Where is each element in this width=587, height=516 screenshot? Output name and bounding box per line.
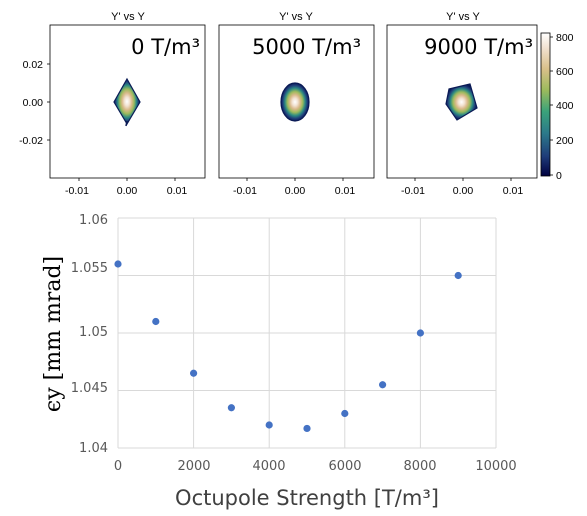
x-tick-label: 8000 — [403, 459, 436, 474]
y-axis-label: ϵy [mm mrad] — [41, 256, 66, 412]
panel-3-x-ticks: -0.01 0.00 0.01 — [401, 178, 523, 197]
panel-1-x-ticks: -0.01 0.00 0.01 — [65, 178, 187, 197]
phase-space-panel-1: Y' vs Y 0 T/m³ 0.02 0.00 -0.02 -0.01 0.0… — [19, 11, 206, 197]
x-axis-label: Octupole Strength [T/m³] — [175, 486, 439, 510]
data-point — [379, 381, 387, 389]
colorbar-tick-label: 400 — [556, 100, 574, 112]
y-tick-label: 1.055 — [71, 261, 108, 276]
y-tick-label: 0.00 — [23, 97, 44, 109]
x-tick-label: 0.01 — [335, 185, 356, 197]
colorbar-tick-label: 200 — [556, 135, 574, 147]
x-tick-label: 0.00 — [117, 185, 138, 197]
x-tick-label: 0.01 — [503, 185, 524, 197]
data-points — [114, 260, 462, 433]
data-point — [114, 260, 122, 268]
x-tick-label: 4000 — [252, 459, 285, 474]
colorbar-tick-label: 800 — [556, 32, 574, 44]
panel-2-beam — [280, 82, 310, 122]
data-point — [265, 421, 273, 429]
x-tick-label: 0.00 — [285, 185, 306, 197]
y-ticks: 1.06 1.055 1.05 1.045 1.04 — [71, 213, 108, 456]
y-tick-label: 1.04 — [79, 441, 108, 456]
y-tick-label: -0.02 — [19, 135, 43, 147]
panel-3-beam — [445, 83, 478, 121]
panel-3-frame — [386, 24, 538, 179]
x-tick-label: -0.01 — [65, 185, 89, 197]
data-point — [341, 409, 349, 418]
data-point — [227, 404, 235, 412]
y-tick-label: 1.05 — [79, 325, 108, 340]
grid — [117, 217, 497, 449]
colorbar: 800 600 400 200 0 — [540, 32, 574, 182]
panel-3-title: Y' vs Y — [446, 11, 480, 23]
data-point — [190, 369, 198, 377]
panel-1-y-ticks: 0.02 0.00 -0.02 — [19, 59, 50, 147]
y-tick-label: 0.02 — [23, 59, 44, 71]
panel-1-title: Y' vs Y — [111, 11, 145, 23]
y-tick-label: 1.06 — [79, 213, 108, 228]
data-point — [303, 424, 311, 433]
panel-2-x-ticks: -0.01 0.00 0.01 — [233, 178, 355, 197]
x-tick-label: -0.01 — [233, 185, 257, 197]
beam-distribution-9000 — [445, 83, 478, 121]
colorbar-tick-label: 0 — [556, 170, 562, 182]
emittance-scatter-plot: 1.06 1.055 1.05 1.045 1.04 0 2000 4000 6… — [41, 213, 517, 510]
beam-distribution-5000 — [280, 82, 310, 122]
panel-2-label: 5000 T/m³ — [252, 35, 361, 59]
x-tick-label: 0.01 — [167, 185, 188, 197]
panel-1-label: 0 T/m³ — [131, 35, 200, 59]
panel-3-label: 9000 T/m³ — [424, 35, 533, 59]
phase-space-panel-2: Y' vs Y 5000 T/m³ -0.01 0.00 0.01 — [218, 11, 375, 197]
phase-space-panel-3: Y' vs Y 9000 T/m³ -0.01 0.00 0.01 — [386, 11, 538, 197]
x-ticks: 0 2000 4000 6000 8000 10000 — [114, 459, 517, 474]
x-tick-label: 6000 — [328, 459, 361, 474]
panel-2-title: Y' vs Y — [279, 11, 313, 23]
colorbar-tick-label: 600 — [556, 66, 574, 78]
data-point — [416, 329, 424, 337]
x-tick-label: 10000 — [475, 459, 516, 474]
x-tick-label: 0 — [114, 459, 122, 474]
beam-tail-0 — [125, 120, 128, 127]
x-tick-label: 0.00 — [453, 185, 474, 197]
colorbar-gradient — [540, 32, 551, 177]
x-tick-label: -0.01 — [401, 185, 425, 197]
panel-1-beam — [113, 77, 141, 127]
data-point — [454, 271, 462, 280]
data-point — [152, 317, 160, 326]
x-tick-label: 2000 — [177, 459, 210, 474]
y-tick-label: 1.045 — [71, 381, 108, 396]
